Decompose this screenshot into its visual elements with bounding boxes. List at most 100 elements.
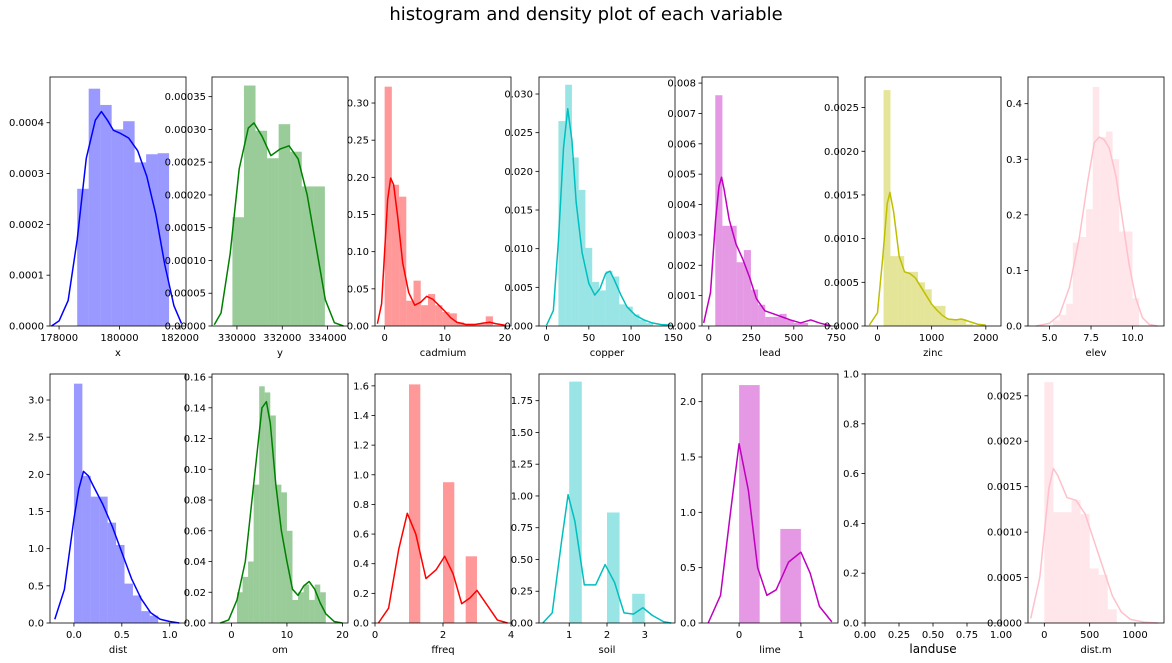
histogram-bar xyxy=(632,314,640,326)
axes-frame xyxy=(1027,76,1165,327)
histogram-bar xyxy=(132,595,142,623)
x-tick-label: 10 xyxy=(281,630,294,641)
y-tick-label: 0.007 xyxy=(667,109,696,120)
histogram-bar xyxy=(917,282,925,326)
x-tick-label: 0 xyxy=(736,630,742,641)
histogram-bar xyxy=(309,599,315,623)
y-tick-label: 0.030 xyxy=(504,90,533,101)
histogram-bar xyxy=(236,592,243,623)
x-axis-label: elev xyxy=(1085,348,1106,359)
y-tick-label: 0.12 xyxy=(184,434,206,445)
y-tick-label: 0.3 xyxy=(1006,155,1022,166)
subplot-zinc: 0 1000 2000 0.0000 0.0005 0.0010 0.0015 0.0020 0… xyxy=(824,76,1002,359)
y-tick-label: 0.00020 xyxy=(165,190,206,201)
y-tick-label: 0.6 xyxy=(353,530,369,541)
histogram-bar xyxy=(270,415,276,623)
histogram-bar xyxy=(1107,609,1117,623)
histogram-bar xyxy=(569,381,582,623)
histogram-bar xyxy=(1079,237,1087,326)
histogram-bar xyxy=(264,392,271,623)
histogram-bar xyxy=(1086,209,1093,326)
density-line xyxy=(545,107,672,326)
y-tick-label: 0.0 xyxy=(843,619,859,630)
histogram-bar xyxy=(100,104,112,327)
y-tick-label: 0.0 xyxy=(680,619,696,630)
y-tick-label: 0.005 xyxy=(504,283,533,294)
y-tick-label: 1.6 xyxy=(353,381,369,392)
x-tick-label: 0.25 xyxy=(888,630,910,641)
y-tick-label: 0.0003 xyxy=(9,169,44,180)
histogram-bar xyxy=(124,583,133,623)
y-tick-label: 0.15 xyxy=(347,210,369,221)
axes-frame xyxy=(211,373,349,624)
histogram-bar xyxy=(290,151,302,326)
histogram-bar xyxy=(243,85,256,326)
histogram-bar xyxy=(904,271,912,326)
y-tick-label: 0.00005 xyxy=(165,289,206,300)
y-tick-label: 0.0000 xyxy=(987,619,1022,630)
y-tick-label: 0.0 xyxy=(1006,322,1022,333)
subplot-soil: 1 2 3 0.00 0.25 0.50 0.75 1.00 1.25 1.50 1.75 soil xyxy=(511,373,676,656)
axes-frame xyxy=(211,76,349,327)
x-tick-label: 0 xyxy=(381,333,387,344)
y-tick-label: 1.25 xyxy=(511,460,533,471)
histogram-bar xyxy=(1053,512,1063,623)
x-axis-label: x xyxy=(115,348,121,359)
y-tick-label: 0.50 xyxy=(511,555,533,566)
histogram-bar xyxy=(565,84,572,327)
histogram-bar xyxy=(1052,320,1060,326)
y-tick-label: 0.015 xyxy=(504,206,533,217)
subplot-landuse: 0.00 0.25 0.50 0.75 1.00 0.0 0.2 0.4 0.6 0.8 1.0 la… xyxy=(843,370,1012,657)
x-axis-label: lime xyxy=(759,645,780,656)
y-tick-label: 0.00030 xyxy=(165,125,206,136)
histogram-bar xyxy=(409,384,421,623)
histogram-bar xyxy=(1044,382,1054,623)
y-tick-label: 0.10 xyxy=(184,465,206,476)
histogram-bar xyxy=(592,281,599,326)
x-tick-label: 7.5 xyxy=(1083,333,1099,344)
y-tick-label: 0.00000 xyxy=(165,322,206,333)
histogram-bar xyxy=(743,250,751,326)
subplot-lead: 0 250 500 750 0.000 0.001 0.002 0.003 0.004 0.005… xyxy=(667,76,846,359)
histogram-bar xyxy=(780,528,801,623)
axes-frame xyxy=(374,76,512,327)
histogram-bar xyxy=(478,323,486,326)
x-tick-label: 10 xyxy=(438,333,451,344)
y-tick-label: 1.5 xyxy=(680,453,696,464)
subplot-elev: 5.0 7.5 10.0 0.0 0.1 0.2 0.3 0.4 elev xyxy=(1006,76,1165,359)
histogram-bar xyxy=(786,319,794,326)
histogram-bar xyxy=(598,290,606,326)
histogram-bar xyxy=(116,544,125,623)
histogram-bar xyxy=(141,611,150,623)
figure-title: histogram and density plot of each varia… xyxy=(389,4,783,25)
y-tick-label: 0.08 xyxy=(184,496,206,507)
y-tick-label: 0.0005 xyxy=(987,573,1022,584)
y-tick-label: 0.002 xyxy=(667,261,696,272)
x-tick-label: 0.00 xyxy=(854,630,876,641)
histogram-bar xyxy=(301,186,314,326)
histogram-bar xyxy=(435,305,443,326)
x-axis-label: lead xyxy=(759,348,780,359)
axes-frame xyxy=(701,373,839,624)
x-tick-label: 0 xyxy=(543,333,549,344)
x-tick-label: 250 xyxy=(742,333,761,344)
histogram-bar xyxy=(729,225,737,326)
x-axis-label: landuse xyxy=(909,642,956,656)
density-line xyxy=(377,512,508,624)
histogram-bar xyxy=(232,217,244,326)
x-tick-label: 1 xyxy=(566,630,572,641)
x-tick-label: 500 xyxy=(1080,630,1099,641)
density-line xyxy=(376,177,506,326)
histogram-bar xyxy=(427,294,436,326)
y-tick-label: 0.14 xyxy=(184,403,206,414)
histogram-bar xyxy=(107,522,117,623)
y-tick-label: 0.0000 xyxy=(9,322,44,333)
histogram-bar xyxy=(758,304,766,326)
y-tick-label: 0.5 xyxy=(680,563,696,574)
x-axis-label: copper xyxy=(590,348,625,359)
x-tick-label: 0.50 xyxy=(922,630,944,641)
histogram-bar xyxy=(443,482,455,623)
x-tick-label: 178000 xyxy=(40,333,78,344)
histogram-bar xyxy=(248,561,254,623)
y-tick-label: 0.1 xyxy=(1006,266,1022,277)
